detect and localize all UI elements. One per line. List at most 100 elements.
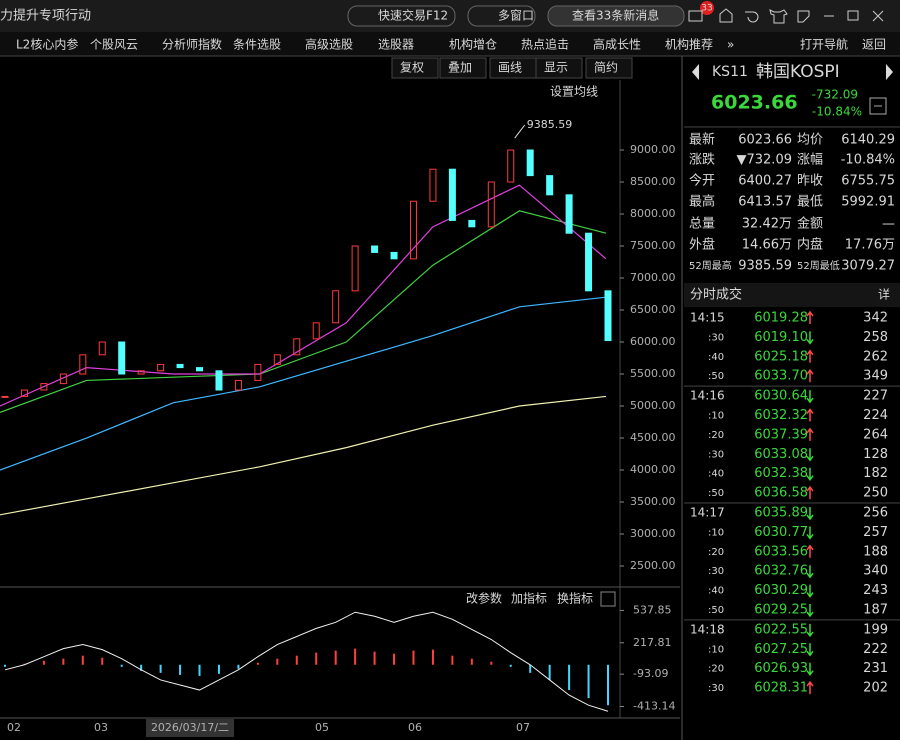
button-label: 快速交易F12 — [378, 8, 448, 23]
trade-volume: 182 — [863, 466, 888, 481]
trade-direction — [806, 526, 814, 540]
macd-bar — [470, 658, 473, 665]
menu-item[interactable]: » — [727, 38, 734, 52]
trade-time: :30 — [708, 683, 724, 694]
chart-tool[interactable] — [585, 57, 633, 79]
menu-item[interactable]: 个股风云 — [90, 38, 138, 52]
y-tick-label: 2500.00 — [630, 559, 676, 572]
tool-label[interactable]: 简约 — [594, 60, 618, 75]
trade-price: 6026.93 — [754, 661, 808, 676]
y-tick-label: 537.85 — [633, 603, 672, 616]
detail-button[interactable]: 详 — [878, 287, 890, 302]
indicator-button[interactable]: 换指标 — [557, 591, 593, 606]
trade-direction — [806, 448, 814, 462]
candle — [98, 341, 106, 356]
candle — [176, 363, 184, 369]
macd-bar — [354, 648, 357, 665]
candle — [429, 168, 437, 202]
trade-time: :20 — [708, 430, 724, 441]
menu-item[interactable]: 热点追击 — [521, 37, 569, 52]
toolbar-button[interactable] — [347, 5, 456, 27]
trade-direction — [806, 544, 814, 558]
macd-bar — [548, 664, 551, 680]
macd-bar — [373, 651, 376, 665]
chart-tool[interactable] — [439, 57, 487, 79]
trade-volume: 342 — [863, 311, 888, 326]
trade-direction — [806, 310, 814, 324]
tool-label[interactable]: 画线 — [498, 61, 522, 75]
candle — [546, 175, 554, 196]
moving-average — [0, 184, 607, 407]
candle — [409, 200, 417, 260]
collapse-button[interactable] — [869, 97, 887, 115]
candle — [1, 395, 9, 398]
macd-bar — [42, 660, 45, 665]
tool-label[interactable]: 复权 — [400, 61, 424, 75]
y-tick-label: -413.14 — [633, 700, 675, 713]
menu-item[interactable]: 机构推荐 — [665, 37, 713, 52]
quote-label: 最新 — [689, 132, 715, 148]
trades-title: 分时成交 — [690, 287, 742, 303]
trade-time: :30 — [708, 332, 724, 343]
macd-bar — [237, 664, 240, 669]
tool-label[interactable]: 叠加 — [448, 61, 472, 75]
trade-time: 14:15 — [690, 311, 725, 325]
y-tick-label: 6000.00 — [630, 335, 676, 348]
candle — [293, 338, 301, 356]
menu-item[interactable]: 返回 — [862, 38, 886, 52]
trade-volume: 262 — [863, 349, 888, 364]
indicator-button[interactable]: 加指标 — [511, 591, 547, 606]
macd-bar — [198, 664, 201, 676]
candle — [526, 149, 534, 177]
chart-tool[interactable] — [391, 57, 439, 79]
high-annotation: 9385.59 — [527, 118, 573, 131]
trade-direction — [806, 408, 814, 422]
next-arrow[interactable] — [886, 64, 893, 80]
trade-time: 14:17 — [690, 506, 725, 520]
tool-label[interactable]: 显示 — [544, 61, 568, 75]
menu-item[interactable]: 打开导航 — [800, 37, 848, 52]
trade-direction — [806, 584, 814, 598]
trade-price: 6025.18 — [754, 349, 808, 364]
ma-settings[interactable]: 设置均线 — [550, 85, 598, 99]
candle — [79, 354, 87, 375]
y-tick-label: 7000.00 — [630, 271, 676, 284]
close-indicator[interactable] — [600, 591, 616, 607]
chart-tool[interactable] — [535, 57, 583, 79]
trade-price: 6019.28 — [754, 311, 808, 326]
macd-bar — [393, 653, 396, 665]
y-tick-label: 4000.00 — [630, 463, 676, 476]
trade-price: 6032.76 — [754, 564, 808, 579]
trade-time: :10 — [708, 411, 724, 422]
moving-average — [0, 395, 607, 516]
menu-item[interactable]: 分析师指数 — [162, 37, 222, 52]
trade-volume: 188 — [863, 544, 888, 559]
trade-direction — [806, 427, 814, 441]
trades-header — [684, 283, 900, 307]
trade-volume: 222 — [863, 642, 888, 657]
trade-volume: 243 — [863, 583, 888, 598]
candle — [604, 290, 612, 342]
trade-price: 6027.25 — [754, 642, 808, 657]
menu-item[interactable]: 高级选股 — [305, 37, 353, 52]
menu-item[interactable]: 选股器 — [378, 38, 414, 52]
macd-bar — [179, 664, 182, 675]
trade-volume: 250 — [863, 486, 888, 501]
menu-item[interactable]: 机构增仓 — [449, 37, 497, 52]
menu-item[interactable]: 高成长性 — [593, 37, 641, 52]
y-tick-label: 5000.00 — [630, 399, 676, 412]
toolbar-button[interactable] — [467, 5, 536, 27]
quote-value: — — [882, 217, 895, 232]
x-tick-label: 2026/03/17/二 — [151, 721, 229, 734]
indicator-button[interactable]: 改参数 — [466, 591, 502, 606]
candle — [215, 370, 223, 391]
prev-arrow[interactable] — [692, 64, 699, 80]
macd-bar — [451, 655, 454, 665]
x-tick-label: 02 — [7, 721, 21, 734]
y-tick-label: 9000.00 — [630, 143, 676, 156]
quote-label: 金额 — [797, 216, 823, 232]
menu-item[interactable]: L2核心内参 — [16, 37, 78, 52]
menu-item[interactable]: 条件选股 — [233, 38, 281, 52]
toolbar-button[interactable] — [547, 5, 685, 27]
candle — [137, 370, 145, 375]
